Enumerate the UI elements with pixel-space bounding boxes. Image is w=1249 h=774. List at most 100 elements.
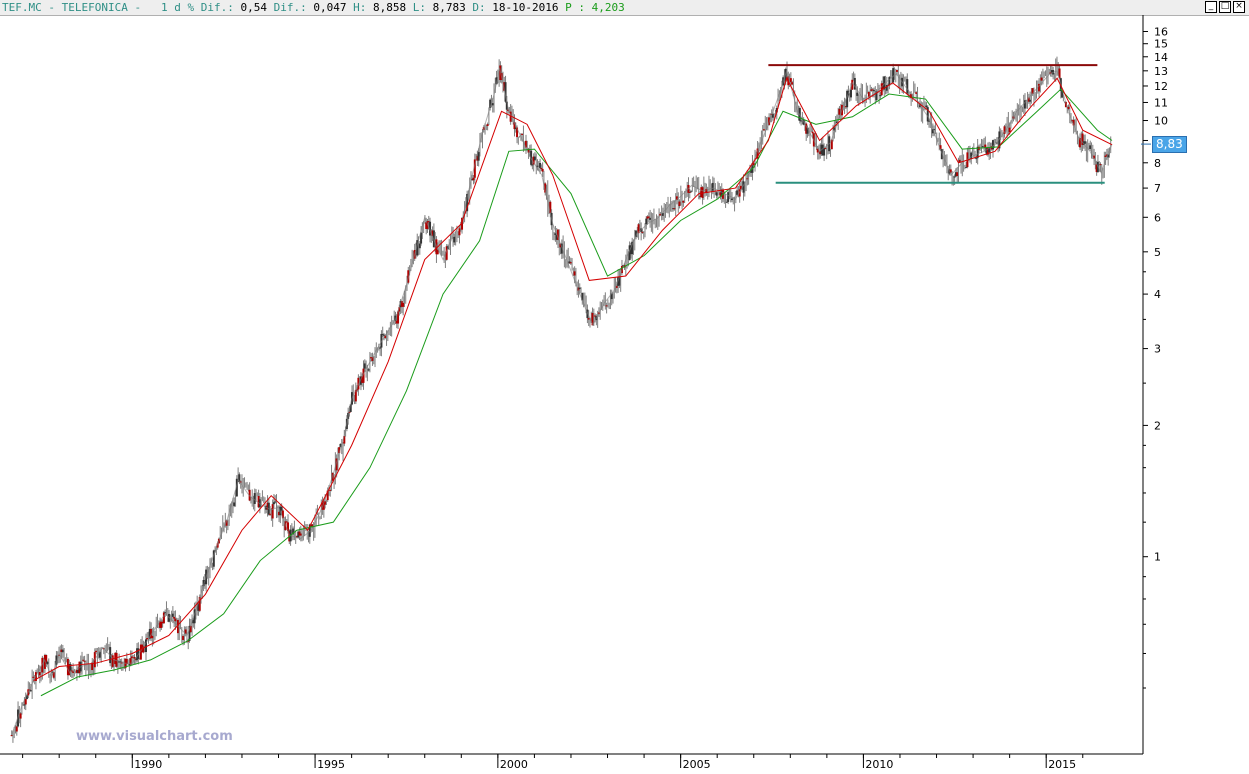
price-candle-body [631, 241, 634, 255]
price-candle-body [1079, 138, 1082, 148]
price-candle-body [310, 524, 313, 527]
price-candle-body [461, 217, 464, 230]
price-candle-body [1099, 164, 1102, 166]
price-candle-body [322, 501, 325, 510]
price-candle-body [159, 621, 162, 628]
price-candle-body [192, 619, 195, 624]
price-candle-body [427, 221, 430, 223]
price-candle-body [162, 612, 165, 624]
price-candle-body [420, 232, 423, 244]
price-candle-body [23, 704, 26, 706]
price-candle-body [471, 178, 474, 181]
x-tick-label: 1995 [317, 758, 345, 771]
price-candle-body [559, 243, 562, 248]
price-candle-body [949, 169, 952, 173]
price-candle-body [197, 603, 200, 611]
price-candle-body [298, 531, 301, 536]
price-candle-body [531, 164, 534, 166]
price-candle-body [274, 501, 277, 503]
price-candle-body [133, 656, 136, 659]
price-candle-body [311, 524, 314, 527]
price-candle-body [491, 103, 494, 106]
price-candle-body [281, 510, 284, 519]
price-candle-body [142, 645, 145, 653]
price-candle-body [851, 79, 854, 90]
price-candle-body [400, 301, 403, 307]
price-candle-body [988, 147, 991, 153]
price-candle-body [525, 140, 528, 148]
price-candle-body [699, 196, 702, 198]
price-candle-body [299, 533, 302, 536]
price-candle-body [212, 550, 215, 567]
price-candle-body [198, 596, 201, 611]
y-tick-label: 8 [1154, 157, 1161, 170]
price-candle-body [354, 389, 357, 402]
price-candle-body [954, 172, 957, 177]
price-candle-body [10, 735, 13, 737]
price-candle-body [128, 664, 131, 666]
y-tick-label: 14 [1154, 51, 1168, 64]
price-candle-body [838, 108, 841, 115]
high-label: H: [353, 1, 367, 14]
y-tick-label: 4 [1154, 288, 1161, 301]
price-candle-body [363, 363, 366, 369]
price-candle-body [752, 163, 755, 166]
minimize-button[interactable]: _ [1205, 1, 1217, 13]
price-candle-body [272, 502, 275, 505]
price-candle-body [646, 216, 649, 219]
x-tick-label: 2015 [1048, 758, 1076, 771]
price-candle-body [715, 192, 718, 196]
price-candle-body [257, 495, 260, 508]
price-candle-body [416, 240, 419, 256]
price-candle-body [160, 621, 163, 628]
axes: 1615141312111098765432119901995200020052… [0, 15, 1168, 771]
price-candle-body [295, 536, 298, 538]
price-candle-body [1084, 141, 1087, 144]
plot-area [10, 56, 1113, 743]
price-candle-body [1095, 164, 1098, 173]
price-candle-body [629, 245, 632, 255]
price-candle-body [700, 187, 703, 197]
price-candle-body [248, 489, 251, 501]
price-candle-body [297, 531, 300, 538]
price-candle-body [486, 124, 489, 127]
price-candle-body [906, 79, 909, 94]
price-candle-body [146, 638, 149, 640]
price-candle-body [187, 640, 190, 642]
price-candle-body [568, 261, 571, 264]
price-candle-body [915, 92, 918, 94]
price-candle-body [139, 644, 142, 660]
price-candle-body [38, 672, 41, 676]
price-candle-body [853, 77, 856, 90]
price-candle-body [958, 159, 961, 163]
price-candle-body [879, 95, 882, 97]
price-candle-body [1067, 106, 1070, 110]
price-candle-body [554, 233, 557, 235]
price-candle-body [371, 357, 374, 361]
y-tick-label: 16 [1154, 25, 1168, 38]
close-button[interactable]: × [1233, 1, 1245, 13]
price-candle-body [533, 156, 536, 160]
maximize-button[interactable]: □ [1219, 1, 1231, 13]
price-candle-body [711, 182, 714, 191]
price-candle-body [594, 315, 597, 317]
price-candle-body [1027, 97, 1030, 102]
price-candle-body [41, 657, 44, 673]
date-value: 18-10-2016 [492, 1, 559, 14]
price-candle-body [129, 658, 132, 665]
price-candle-body [503, 82, 506, 91]
price-candle-body [661, 212, 664, 216]
price-candle-body [885, 85, 888, 91]
price-candle-body [111, 655, 114, 667]
price-candle-body [253, 493, 256, 504]
price-candle-body [1093, 155, 1096, 159]
y-tick-label: 11 [1154, 96, 1168, 109]
price-candle-body [635, 230, 638, 237]
price-candle-body [544, 183, 547, 193]
price-candle-body [1058, 68, 1061, 79]
price-candle-body [816, 148, 819, 153]
price-candle-body [591, 312, 594, 326]
price-candle-body [308, 524, 311, 537]
price-candle-body [189, 625, 192, 633]
